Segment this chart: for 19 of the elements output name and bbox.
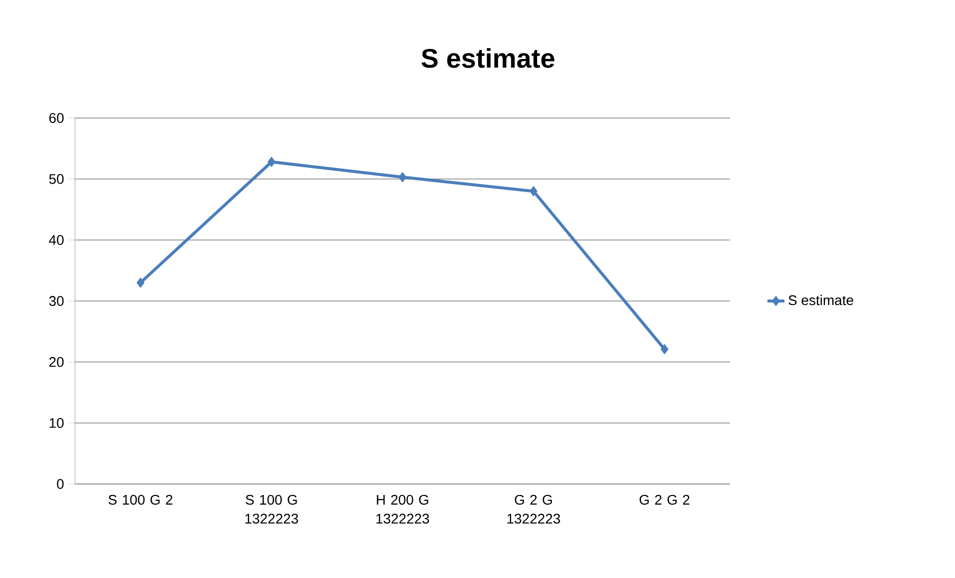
point — [268, 156, 276, 168]
point — [530, 186, 538, 196]
point — [136, 277, 144, 288]
chart-title: S estimate — [422, 48, 554, 68]
y-tick-label: 40 — [48, 235, 64, 245]
y-tick-label: 0 — [56, 479, 64, 489]
y-tick-label: 10 — [50, 418, 64, 428]
x-tick-label: G 2 G 2 — [640, 494, 690, 505]
point — [398, 172, 406, 182]
y-tick-label: 60 — [49, 113, 64, 123]
y-tick-label: 20 — [49, 357, 64, 367]
x-tick-label: S 100 G 2 — [108, 494, 172, 505]
y-tick-label: 30 — [49, 296, 64, 306]
y-tick-label: 50 — [49, 174, 64, 184]
point — [660, 344, 668, 354]
legend-label: S estimate — [788, 294, 854, 306]
x-tick-label: H 200 G 1322223 — [376, 494, 430, 524]
x-tick-label: S 100 G 1322223 — [245, 494, 298, 524]
x-tick-label: G 2 G 1322223 — [507, 494, 560, 524]
